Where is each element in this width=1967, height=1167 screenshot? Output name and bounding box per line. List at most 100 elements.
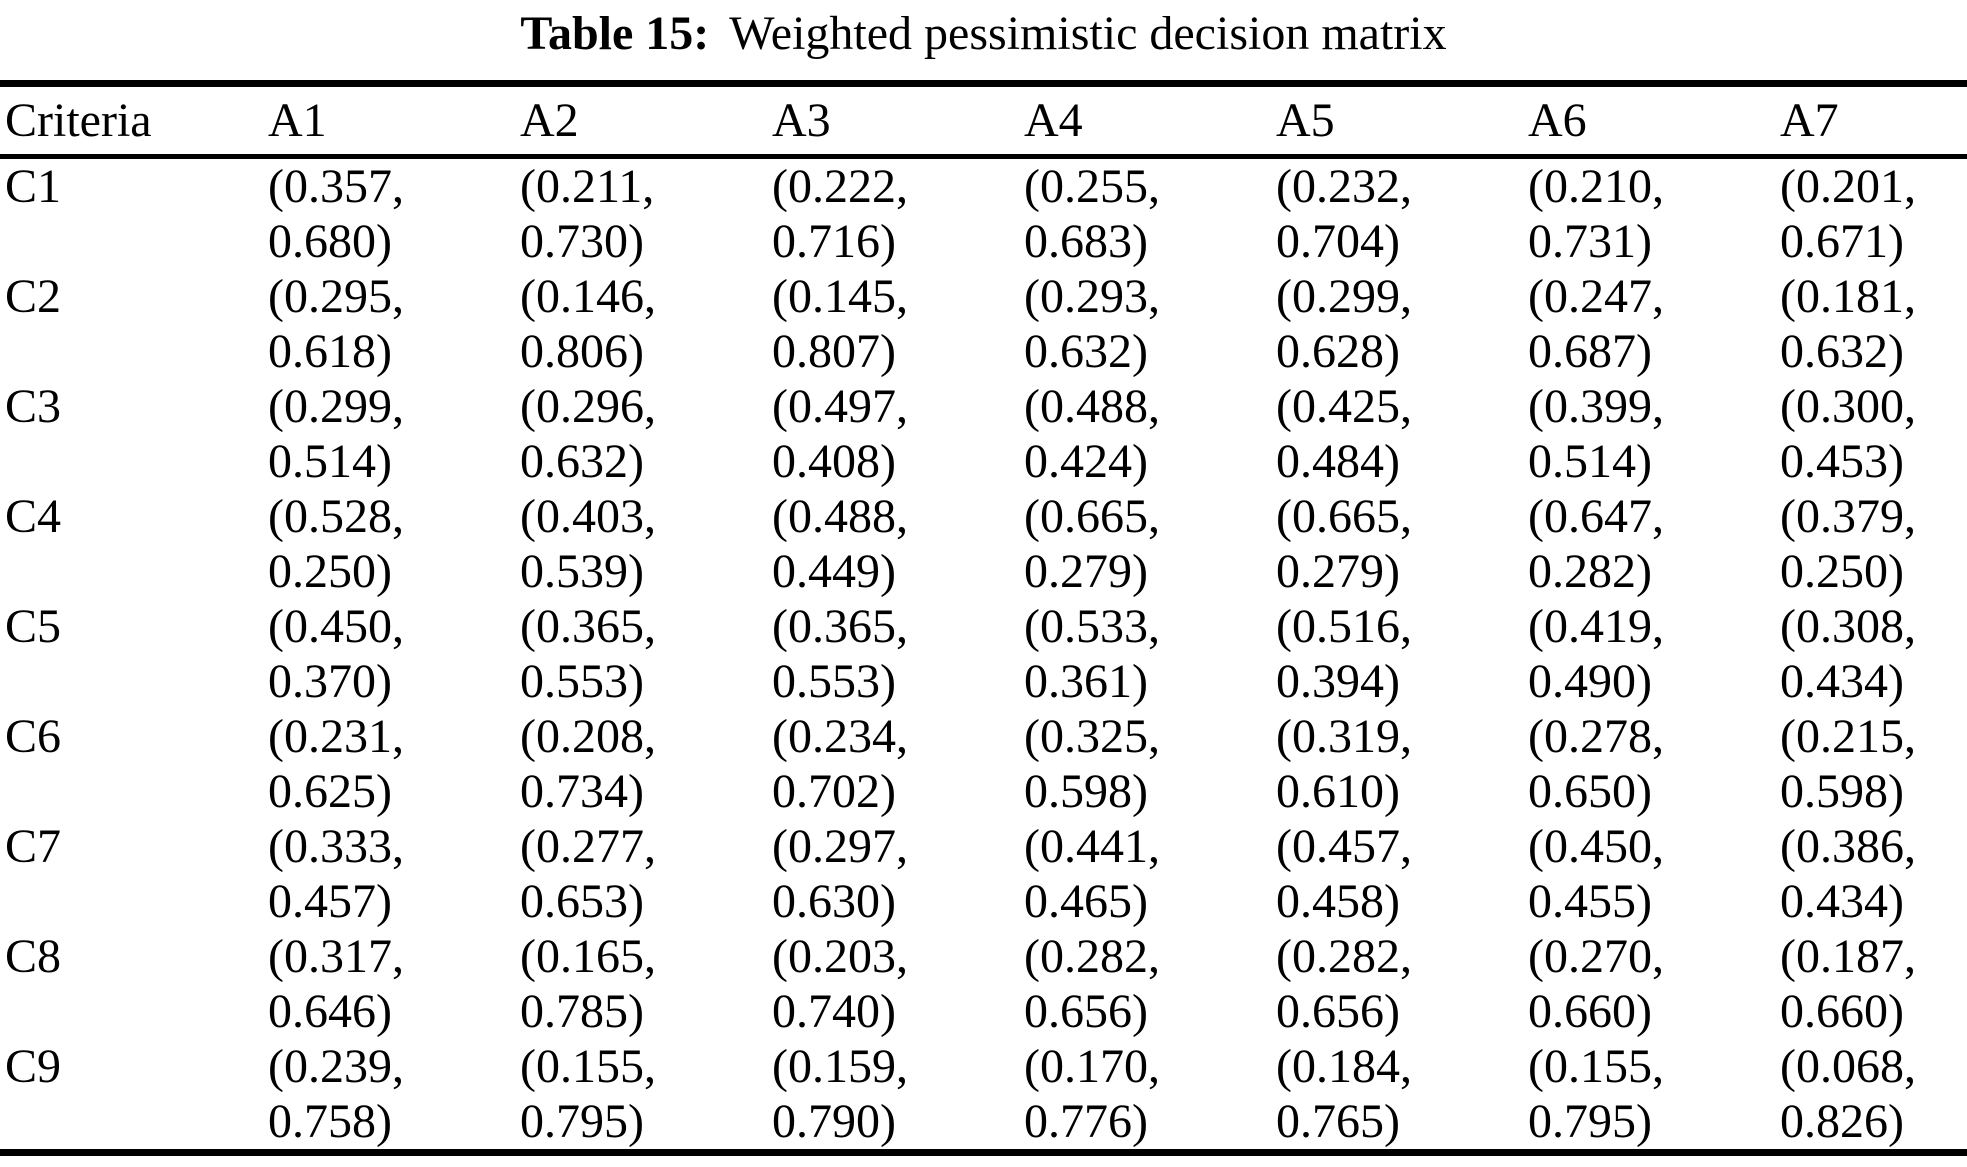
interval-lower: (0.297, (772, 820, 908, 873)
interval-upper: 0.598) (1780, 765, 1904, 818)
interval-lower: (0.231, (268, 710, 404, 763)
interval-lower: (0.278, (1528, 710, 1664, 763)
interval-upper: 0.785) (520, 985, 644, 1038)
interval-lower: (0.270, (1528, 930, 1664, 983)
interval-lower: (0.325, (1024, 710, 1160, 763)
cell-interval: (0.159, 0.790) (772, 1039, 1024, 1153)
interval-lower: (0.181, (1780, 270, 1916, 323)
table-row-c4: C4 (0.528, 0.250) (0.403, 0.539) (0.488, 0.449… (0, 489, 1967, 599)
interval-upper: 0.625) (268, 765, 392, 818)
interval-upper: 0.457) (268, 875, 392, 928)
cell-interval: (0.295, 0.618) (268, 269, 520, 379)
table-row-c3: C3 (0.299, 0.514) (0.296, 0.632) (0.497, 0.408… (0, 379, 1967, 489)
cell-interval: (0.297, 0.630) (772, 819, 1024, 929)
interval-upper: 0.731) (1528, 215, 1652, 268)
row-label-c2: C2 (5, 270, 62, 323)
cell-interval: (0.296, 0.632) (520, 379, 772, 489)
column-header-a3: A3 (772, 94, 831, 147)
cell-interval: (0.308, 0.434) (1780, 599, 1967, 709)
interval-upper: 0.282) (1528, 545, 1652, 598)
cell-interval: (0.665, 0.279) (1276, 489, 1528, 599)
interval-upper: 0.618) (268, 325, 392, 378)
interval-lower: (0.647, (1528, 490, 1664, 543)
interval-lower: (0.155, (1528, 1040, 1664, 1093)
interval-upper: 0.826) (1780, 1095, 1904, 1148)
cell-interval: (0.403, 0.539) (520, 489, 772, 599)
column-header-criteria: Criteria (5, 94, 152, 147)
interval-lower: (0.450, (268, 600, 404, 653)
interval-lower: (0.277, (520, 820, 656, 873)
cell-interval: (0.365, 0.553) (772, 599, 1024, 709)
interval-lower: (0.155, (520, 1040, 656, 1093)
cell-interval: (0.277, 0.653) (520, 819, 772, 929)
interval-lower: (0.357, (268, 160, 404, 213)
interval-upper: 0.628) (1276, 325, 1400, 378)
interval-upper: 0.453) (1780, 435, 1904, 488)
interval-lower: (0.317, (268, 930, 404, 983)
table-row-c7: C7 (0.333, 0.457) (0.277, 0.653) (0.297, 0.630… (0, 819, 1967, 929)
column-header-a4: A4 (1024, 94, 1083, 147)
table-row-c8: C8 (0.317, 0.646) (0.165, 0.785) (0.203, 0.740… (0, 929, 1967, 1039)
interval-lower: (0.234, (772, 710, 908, 763)
interval-lower: (0.165, (520, 930, 656, 983)
cell-interval: (0.210, 0.731) (1528, 157, 1780, 270)
interval-lower: (0.296, (520, 380, 656, 433)
cell-interval: (0.155, 0.795) (520, 1039, 772, 1153)
cell-interval: (0.231, 0.625) (268, 709, 520, 819)
cell-interval: (0.299, 0.514) (268, 379, 520, 489)
interval-upper: 0.656) (1276, 985, 1400, 1038)
interval-upper: 0.683) (1024, 215, 1148, 268)
row-label-c8: C8 (5, 930, 62, 983)
interval-lower: (0.187, (1780, 930, 1916, 983)
interval-lower: (0.146, (520, 270, 656, 323)
cell-interval: (0.325, 0.598) (1024, 709, 1276, 819)
interval-lower: (0.068, (1780, 1040, 1916, 1093)
table-caption: Table 15: Weighted pessimistic decision m… (0, 0, 1967, 80)
cell-interval: (0.234, 0.702) (772, 709, 1024, 819)
cell-interval: (0.203, 0.740) (772, 929, 1024, 1039)
interval-upper: 0.650) (1528, 765, 1652, 818)
interval-upper: 0.610) (1276, 765, 1400, 818)
interval-upper: 0.630) (772, 875, 896, 928)
interval-upper: 0.424) (1024, 435, 1148, 488)
interval-lower: (0.255, (1024, 160, 1160, 213)
interval-lower: (0.533, (1024, 600, 1160, 653)
interval-lower: (0.293, (1024, 270, 1160, 323)
interval-upper: 0.646) (268, 985, 392, 1038)
cell-interval: (0.299, 0.628) (1276, 269, 1528, 379)
cell-interval: (0.068, 0.826) (1780, 1039, 1967, 1153)
interval-upper: 0.465) (1024, 875, 1148, 928)
interval-upper: 0.806) (520, 325, 644, 378)
table-row-c9: C9 (0.239, 0.758) (0.155, 0.795) (0.159, 0.790… (0, 1039, 1967, 1153)
interval-upper: 0.660) (1780, 985, 1904, 1038)
column-header-a5: A5 (1276, 94, 1335, 147)
interval-lower: (0.516, (1276, 600, 1412, 653)
cell-interval: (0.497, 0.408) (772, 379, 1024, 489)
interval-lower: (0.145, (772, 270, 908, 323)
cell-interval: (0.187, 0.660) (1780, 929, 1967, 1039)
interval-lower: (0.222, (772, 160, 908, 213)
decision-matrix-table: Criteria A1 A2 A3 A4 A5 A6 A7 C1 (0.357, 0.680) (0… (0, 80, 1967, 1156)
cell-interval: (0.425, 0.484) (1276, 379, 1528, 489)
row-label-c1: C1 (5, 160, 62, 213)
interval-lower: (0.215, (1780, 710, 1916, 763)
cell-interval: (0.282, 0.656) (1024, 929, 1276, 1039)
cell-interval: (0.282, 0.656) (1276, 929, 1528, 1039)
column-header-a6: A6 (1528, 94, 1587, 147)
interval-upper: 0.279) (1024, 545, 1148, 598)
cell-interval: (0.232, 0.704) (1276, 157, 1528, 270)
interval-lower: (0.365, (520, 600, 656, 653)
interval-upper: 0.370) (268, 655, 392, 708)
cell-interval: (0.278, 0.650) (1528, 709, 1780, 819)
cell-interval: (0.528, 0.250) (268, 489, 520, 599)
column-header-a7: A7 (1780, 94, 1839, 147)
table-row-c5: C5 (0.450, 0.370) (0.365, 0.553) (0.365, 0.553… (0, 599, 1967, 709)
interval-lower: (0.210, (1528, 160, 1664, 213)
column-header-a1: A1 (268, 94, 327, 147)
interval-upper: 0.250) (268, 545, 392, 598)
cell-interval: (0.145, 0.807) (772, 269, 1024, 379)
interval-lower: (0.528, (268, 490, 404, 543)
interval-upper: 0.434) (1780, 655, 1904, 708)
cell-interval: (0.399, 0.514) (1528, 379, 1780, 489)
interval-lower: (0.299, (268, 380, 404, 433)
